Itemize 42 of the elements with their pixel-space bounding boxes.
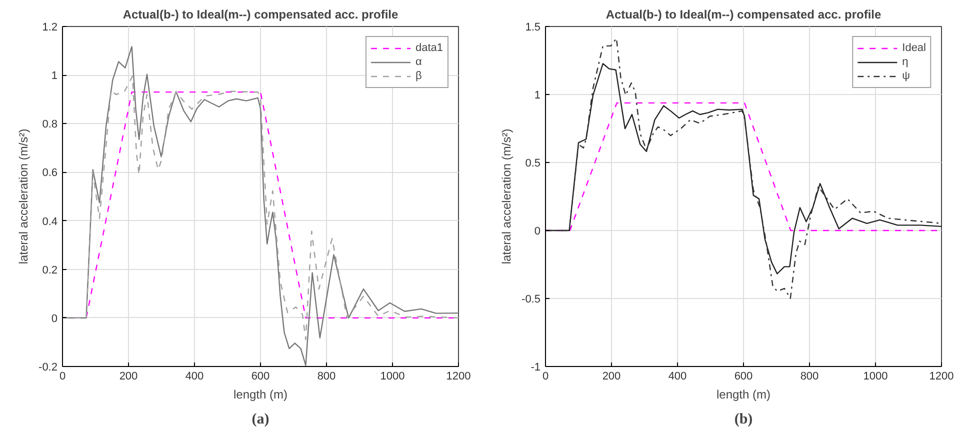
x-tick-label: 0 bbox=[59, 370, 66, 382]
x-tick-label: 0 bbox=[542, 370, 549, 382]
y-tick-label: 0.4 bbox=[42, 216, 58, 228]
y-tick-label: 0 bbox=[51, 312, 58, 325]
x-tick-label: 200 bbox=[602, 370, 621, 382]
x-tick-label: 400 bbox=[185, 370, 204, 382]
x-tick-label: 800 bbox=[800, 370, 819, 382]
x-axis-title: length (m) bbox=[716, 388, 771, 402]
legend-label: ψ bbox=[902, 69, 911, 83]
legend-label: α bbox=[415, 55, 423, 69]
y-tick-label: -0.5 bbox=[522, 294, 541, 306]
y-tick-label: -1 bbox=[530, 362, 540, 374]
y-tick-label: 1.2 bbox=[42, 22, 58, 34]
y-tick-label: 0.2 bbox=[42, 264, 58, 276]
x-axis-title: length (m) bbox=[233, 388, 288, 402]
y-tick-label: 0.6 bbox=[42, 167, 58, 180]
y-axis-title: lateral acceleration (m/s²) bbox=[16, 128, 31, 264]
y-axis-title: lateral acceleration (m/s²) bbox=[500, 128, 514, 264]
y-tick-label: -0.2 bbox=[38, 362, 58, 374]
y-tick-label: 0.8 bbox=[42, 118, 58, 131]
y-tick-label: 0 bbox=[534, 226, 541, 238]
text: (a) bbox=[252, 412, 270, 428]
x-tick-label: 400 bbox=[668, 370, 687, 382]
x-tick-label: 1000 bbox=[863, 370, 888, 382]
x-tick-label: 1200 bbox=[446, 370, 471, 382]
legend-label: η bbox=[902, 55, 910, 69]
y-tick-label: 1.5 bbox=[525, 22, 541, 34]
text: (b) bbox=[734, 412, 753, 428]
y-tick-label: 0.5 bbox=[525, 158, 541, 170]
y-tick-label: 1 bbox=[51, 70, 58, 82]
legend-label: Ideal bbox=[902, 41, 926, 55]
legend-label: data1 bbox=[415, 41, 443, 55]
x-tick-label: 1200 bbox=[929, 370, 954, 382]
chart-title: Actual(b-) to Ideal(m--) compensated acc. profile bbox=[122, 8, 399, 22]
y-tick-label: 1 bbox=[534, 90, 541, 102]
x-tick-label: 800 bbox=[317, 370, 336, 382]
x-tick-label: 1000 bbox=[380, 370, 405, 382]
x-tick-label: 600 bbox=[251, 370, 270, 382]
legend-label: β bbox=[415, 69, 423, 83]
x-tick-label: 600 bbox=[734, 370, 753, 382]
x-tick-label: 200 bbox=[119, 370, 138, 382]
chart-title: Actual(b-) to Ideal(m--) compensated acc. profile bbox=[606, 8, 882, 22]
